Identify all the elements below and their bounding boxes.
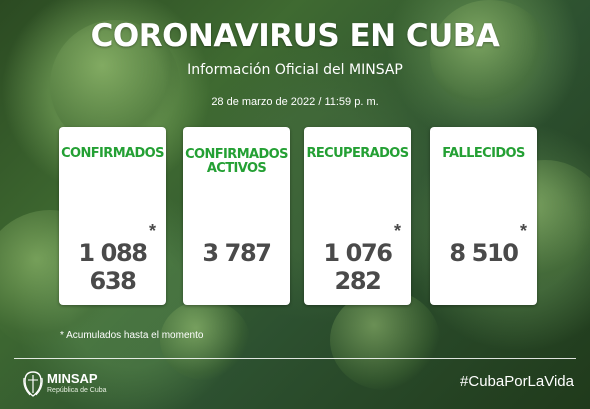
stat-value: 3 787 <box>202 239 272 267</box>
logo-name: MINSAP <box>47 371 98 386</box>
stat-value: 8 510 <box>449 239 519 267</box>
minsap-logo: MINSAP República de Cuba <box>22 368 172 400</box>
footer-divider <box>14 358 576 359</box>
virus-decoration <box>160 300 250 380</box>
stat-card-recuperados: RECUPERADOS * 1 076 282 <box>304 127 411 305</box>
stat-value: 1 076 282 <box>323 239 393 295</box>
page-subtitle: Información Oficial del MINSAP <box>187 62 403 78</box>
footnote: * Acumulados hasta el momento <box>60 330 204 341</box>
virus-decoration <box>430 0 550 110</box>
asterisk-mark: * <box>393 221 401 241</box>
page-title: CORONAVIRUS EN CUBA <box>90 18 500 54</box>
asterisk-mark: * <box>148 221 156 241</box>
report-date: 28 de marzo de 2022 / 11:59 p. m. <box>211 96 379 108</box>
logo-subtitle: República de Cuba <box>47 387 107 394</box>
stat-card-confirmados-activos: CONFIRMADOS ACTIVOS 3 787 <box>183 127 290 305</box>
stat-label: CONFIRMADOS ACTIVOS <box>185 147 288 176</box>
stat-label: FALLECIDOS <box>442 146 525 161</box>
asterisk-mark: * <box>519 221 527 241</box>
stat-label: RECUPERADOS <box>306 146 409 161</box>
coat-of-arms-icon <box>23 371 43 397</box>
hashtag: #CubaPorLaVida <box>460 373 574 390</box>
virus-decoration <box>330 290 440 390</box>
stat-card-fallecidos: FALLECIDOS * 8 510 <box>430 127 537 305</box>
stat-label: CONFIRMADOS <box>61 146 164 161</box>
stat-value: 1 088 638 <box>78 239 148 295</box>
stat-card-confirmados: CONFIRMADOS * 1 088 638 <box>59 127 166 305</box>
